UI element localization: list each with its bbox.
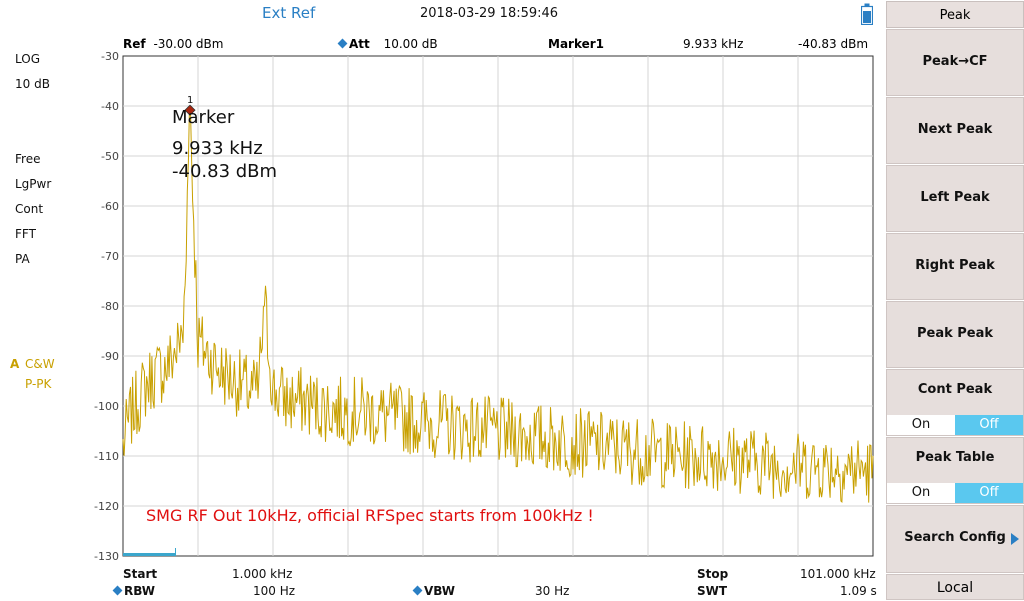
y-tick-label: -30 bbox=[101, 50, 119, 63]
marker-freq-readout: 9.933 kHz bbox=[683, 37, 744, 51]
peak-table-toggle[interactable]: On Off bbox=[887, 483, 1023, 503]
cont-peak-toggle[interactable]: On Off bbox=[887, 415, 1023, 435]
start-label: Start bbox=[123, 567, 158, 581]
scale-div: 10 dB bbox=[15, 77, 50, 91]
y-tick-label: -40 bbox=[101, 100, 119, 113]
peak-table-button[interactable]: Peak Table On Off bbox=[886, 437, 1024, 504]
right-peak-label: Right Peak bbox=[915, 258, 995, 273]
cont-peak-label: Cont Peak bbox=[917, 382, 993, 397]
next-peak-label: Next Peak bbox=[917, 122, 993, 137]
vbw-label: VBW bbox=[424, 584, 456, 598]
y-tick-labels: -30 -40 -50 -60 -70 -80 -90 -100 -110 -120 -130 bbox=[94, 50, 119, 563]
right-peak-button[interactable]: Right Peak bbox=[886, 233, 1024, 300]
left-item-fft: FFT bbox=[15, 227, 36, 241]
left-peak-button[interactable]: Left Peak bbox=[886, 165, 1024, 232]
scale-type: LOG bbox=[15, 52, 41, 66]
ref-level: Ref -30.00 dBm bbox=[123, 37, 223, 51]
peak-peak-button[interactable]: Peak Peak bbox=[886, 301, 1024, 368]
attenuation: Att 10.00 dB bbox=[337, 37, 438, 51]
ref-label: Ref bbox=[123, 37, 146, 51]
trace-line bbox=[122, 109, 874, 503]
vbw-value: 30 Hz bbox=[535, 584, 570, 598]
left-item-lgpwr: LgPwr bbox=[15, 177, 52, 191]
trace-group bbox=[122, 109, 874, 503]
y-tick-label: -100 bbox=[94, 400, 119, 413]
ext-ref-label: Ext Ref bbox=[262, 4, 316, 22]
cont-peak-off[interactable]: Off bbox=[955, 415, 1023, 435]
marker-label: Marker1 bbox=[548, 37, 605, 51]
peak-table-off[interactable]: Off bbox=[955, 483, 1023, 503]
search-config-button[interactable]: Search Config bbox=[886, 505, 1024, 573]
att-label: Att bbox=[349, 37, 370, 51]
ref-value: -30.00 dBm bbox=[153, 37, 224, 51]
chart-grid bbox=[122, 55, 874, 557]
diamond-icon bbox=[412, 585, 423, 596]
cont-peak-on[interactable]: On bbox=[887, 415, 955, 435]
marker-box-amp: -40.83 dBm bbox=[172, 161, 278, 182]
y-tick-label: -70 bbox=[101, 250, 119, 263]
trace-detector: P-PK bbox=[25, 377, 52, 391]
y-tick-label: -50 bbox=[101, 150, 119, 163]
submenu-arrow-icon bbox=[1011, 533, 1019, 545]
y-tick-label: -90 bbox=[101, 350, 119, 363]
rbw-value: 100 Hz bbox=[253, 584, 296, 598]
trace-mode: C&W bbox=[25, 357, 55, 371]
stop-value: 101.000 kHz bbox=[800, 567, 876, 581]
left-item-pa: PA bbox=[15, 252, 30, 266]
peak-peak-label: Peak Peak bbox=[916, 326, 994, 341]
annotation-note: SMG RF Out 10kHz, official RFSpec starts… bbox=[146, 506, 594, 525]
peak-table-on[interactable]: On bbox=[887, 483, 955, 503]
span-indicator bbox=[123, 553, 176, 556]
datetime: 2018-03-29 18:59:46 bbox=[420, 6, 559, 21]
rbw: RBW bbox=[112, 584, 155, 598]
search-config-label: Search Config bbox=[904, 530, 1006, 545]
y-tick-label: -130 bbox=[94, 550, 119, 563]
diamond-icon bbox=[112, 585, 123, 596]
y-tick-label: -120 bbox=[94, 500, 119, 513]
rbw-label: RBW bbox=[124, 584, 155, 598]
trace-letter: A bbox=[10, 357, 20, 371]
softkey-panel-title: Peak bbox=[886, 1, 1024, 28]
local-button[interactable]: Local bbox=[886, 574, 1024, 600]
start-value: 1.000 kHz bbox=[232, 567, 293, 581]
peak-to-cf-label: Peak→CF bbox=[922, 54, 988, 69]
cont-peak-button[interactable]: Cont Peak On Off bbox=[886, 369, 1024, 436]
marker-number: 1 bbox=[187, 95, 193, 106]
peak-table-label: Peak Table bbox=[915, 450, 995, 465]
left-peak-label: Left Peak bbox=[920, 190, 990, 205]
marker-point bbox=[184, 104, 196, 116]
att-value: 10.00 dB bbox=[383, 37, 438, 51]
marker-box-freq: 9.933 kHz bbox=[172, 138, 263, 159]
marker-group: 1 bbox=[123, 95, 196, 556]
swt-value: 1.09 s bbox=[840, 584, 877, 598]
y-tick-label: -80 bbox=[101, 300, 119, 313]
y-tick-label: -110 bbox=[94, 450, 119, 463]
peak-to-cf-button[interactable]: Peak→CF bbox=[886, 29, 1024, 96]
swt-label: SWT bbox=[697, 584, 728, 598]
left-item-cont: Cont bbox=[15, 202, 44, 216]
marker-amp-readout: -40.83 dBm bbox=[798, 37, 869, 51]
marker-box-title: Marker bbox=[172, 107, 235, 128]
left-item-free: Free bbox=[15, 152, 41, 166]
stop-label: Stop bbox=[697, 567, 729, 581]
vbw: VBW bbox=[412, 584, 456, 598]
next-peak-button[interactable]: Next Peak bbox=[886, 97, 1024, 164]
y-tick-label: -60 bbox=[101, 200, 119, 213]
battery-icon bbox=[861, 3, 873, 25]
spectrum-chart: -30 -40 -50 -60 -70 -80 -90 -100 -110 -120 -130 1 bbox=[94, 50, 874, 563]
